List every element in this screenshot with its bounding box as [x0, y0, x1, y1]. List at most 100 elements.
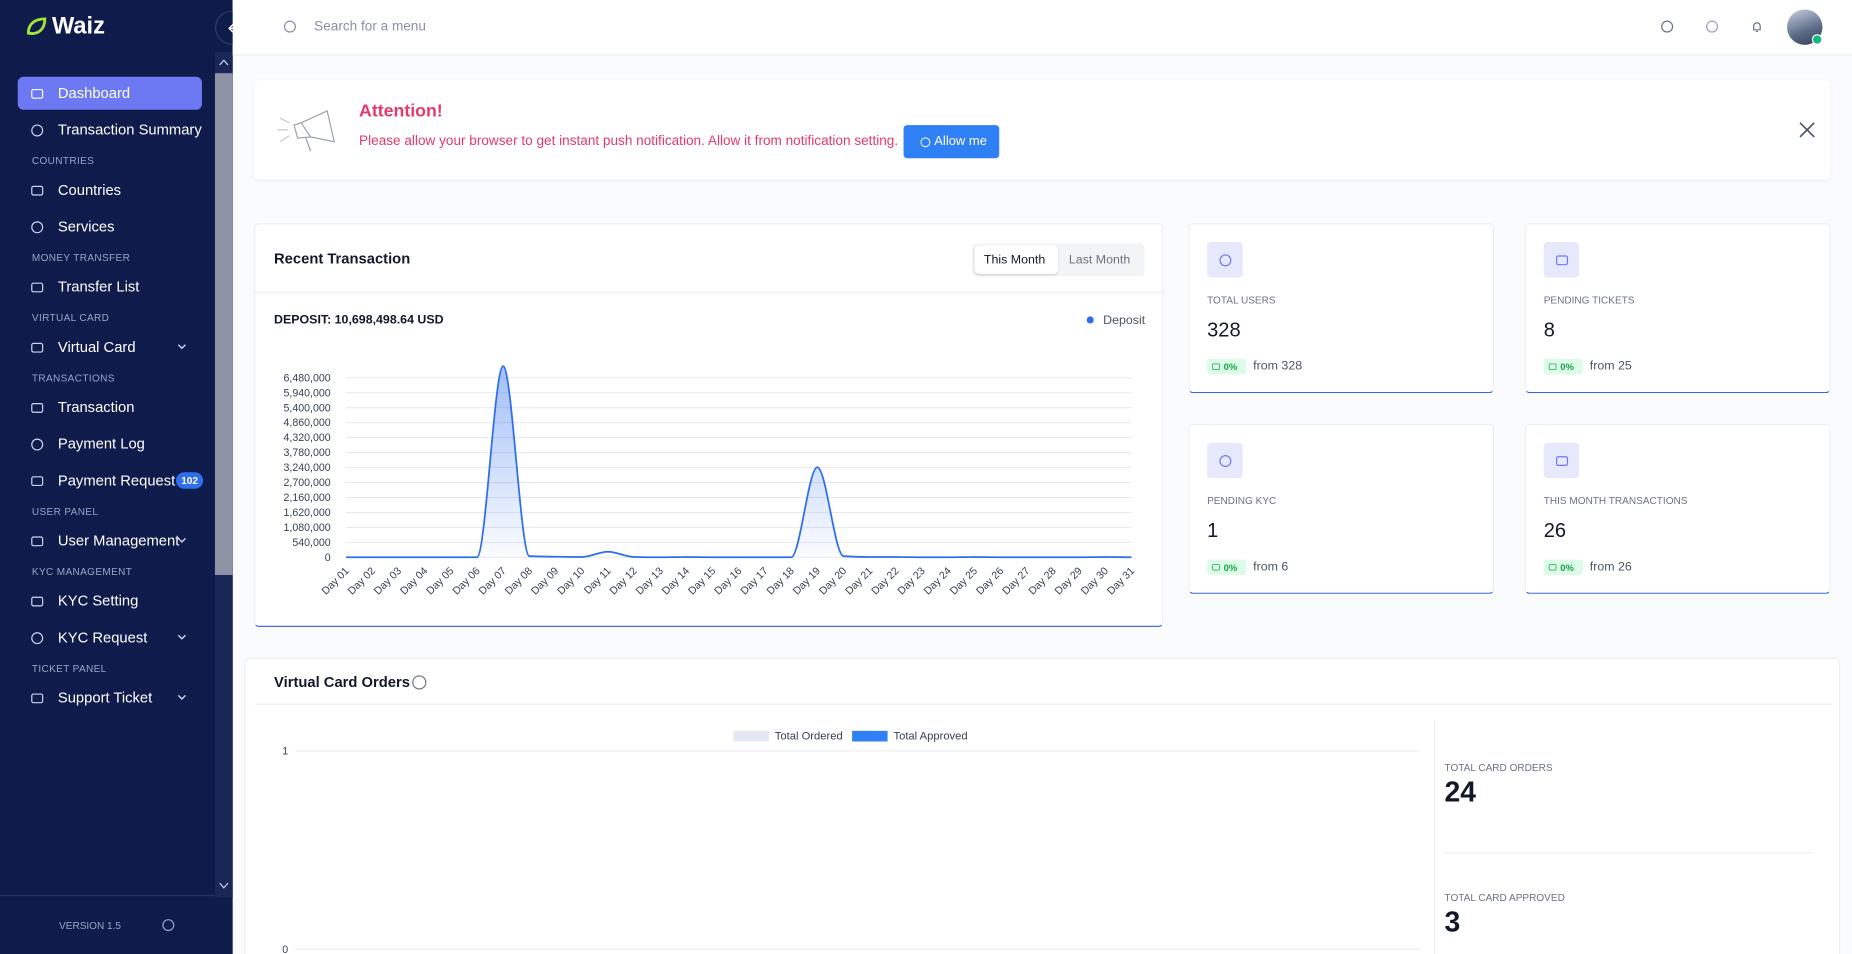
icon — [30, 342, 43, 353]
stat-from: from 25 — [1589, 358, 1632, 374]
stat-change-badge: 0% — [1207, 358, 1247, 375]
menu-item[interactable]: Support Ticket — [57, 689, 153, 707]
menu-item[interactable]: User Management — [57, 532, 180, 550]
icon — [1218, 253, 1231, 266]
icon-shape — [30, 88, 43, 99]
total-value: 3 — [1444, 906, 1461, 939]
menu-item[interactable]: Transaction — [57, 399, 135, 416]
stat-change-badge: 0% — [1543, 358, 1583, 375]
menu-item[interactable]: Payment Request — [57, 472, 176, 489]
menu-item[interactable]: Countries — [57, 181, 122, 199]
menu-item[interactable]: Virtual Card — [57, 338, 136, 356]
menu-badge-text: 102 — [181, 474, 198, 487]
avatar-status — [1811, 34, 1823, 45]
logo-leaf — [26, 17, 47, 35]
stat-change: 0% — [1223, 361, 1238, 372]
allow-button[interactable]: Allow me — [903, 125, 1000, 159]
icon-shape — [1548, 564, 1556, 571]
icon-shape — [1555, 455, 1568, 466]
stat-icon-box — [1543, 242, 1580, 278]
icon-shape — [30, 123, 43, 136]
tab[interactable]: Last Month — [1068, 252, 1131, 267]
icon — [30, 437, 43, 450]
alert-card: Attention! Please allow your browser to g… — [253, 80, 1831, 180]
stat-label: TOTAL USERS — [1207, 293, 1276, 306]
megaphone-rays — [277, 117, 290, 143]
icon-shape — [1211, 363, 1220, 370]
scroll-up — [219, 59, 229, 66]
icon — [30, 402, 43, 413]
menu-item[interactable]: KYC Setting — [57, 592, 139, 610]
total-label: TOTAL CARD APPROVED — [1444, 891, 1565, 904]
stat-value: 26 — [1543, 519, 1567, 542]
icon — [30, 281, 43, 292]
icon — [1211, 363, 1220, 370]
icon-shape — [30, 281, 43, 292]
icon — [1660, 19, 1673, 32]
menu-item[interactable]: KYC Request — [57, 629, 148, 646]
chevron — [177, 344, 186, 350]
card-title: Virtual Card Orders — [274, 674, 410, 691]
icon-shape — [30, 535, 43, 546]
icon — [30, 88, 43, 99]
menu-item[interactable]: Dashboard — [57, 85, 131, 102]
icon-shape — [30, 185, 43, 196]
stat-value: 8 — [1543, 318, 1555, 342]
stat-label: PENDING TICKETS — [1543, 293, 1635, 306]
stat-card: PENDING TICKETS 8 0% from 25 — [1524, 223, 1831, 394]
tab[interactable]: This Month — [983, 252, 1046, 267]
stat-from: from 26 — [1589, 559, 1632, 574]
menu-chevron — [177, 344, 186, 350]
stat-label: THIS MONTH TRANSACTIONS — [1543, 494, 1688, 507]
search-input[interactable]: Search for a menu — [314, 20, 426, 35]
version: VERSION 1.5 — [59, 919, 121, 932]
icon — [30, 475, 43, 486]
icon — [1548, 564, 1556, 571]
stat-card: PENDING KYC 1 0% from 6 — [1188, 423, 1495, 594]
alert-message: Please allow your browser to get instant… — [359, 134, 899, 149]
icon — [161, 918, 174, 931]
scroll-thumb — [214, 73, 233, 576]
megaphone — [277, 110, 336, 152]
megaphone-body — [293, 110, 336, 152]
total-value: 24 — [1444, 776, 1477, 809]
icon — [30, 185, 43, 196]
icon-shape — [919, 136, 930, 147]
chevron — [177, 694, 186, 700]
menu-item[interactable]: Transaction Summary — [57, 121, 202, 139]
stat-label: PENDING KYC — [1207, 494, 1277, 507]
logo-mark — [26, 17, 47, 35]
menu-badge: 102 — [175, 472, 204, 489]
stat-icon-box — [1207, 442, 1243, 479]
icon — [30, 596, 43, 606]
icon — [1218, 454, 1231, 467]
help-icon — [412, 675, 427, 690]
recent-transaction-card: Recent Transaction This Month Last Month DE… — [253, 223, 1165, 627]
icon-shape — [30, 342, 43, 353]
stat-change: 0% — [1560, 361, 1574, 372]
icon — [919, 136, 930, 147]
alert-title: Attention! — [359, 100, 443, 122]
menu-item[interactable]: Payment Log — [57, 435, 145, 453]
menu-section-title: TRANSACTIONS — [31, 371, 115, 384]
stat-value: 328 — [1207, 318, 1241, 342]
deposit-total: DEPOSIT: 10,698,498.64 USD — [274, 312, 444, 328]
stat-change-badge: 0% — [1543, 559, 1583, 576]
icon — [30, 123, 43, 136]
icon-shape — [283, 19, 296, 32]
icon-shape — [1218, 253, 1231, 266]
scroll-down — [219, 882, 229, 889]
icon-shape — [1660, 19, 1673, 32]
allow-button-text: Allow me — [934, 134, 987, 149]
icon-shape — [30, 475, 43, 486]
menu-section-title: TICKET PANEL — [31, 662, 107, 675]
stat-from: from 328 — [1253, 358, 1303, 374]
stat-change: 0% — [1223, 562, 1238, 573]
close-button[interactable] — [1799, 122, 1816, 139]
icon-shape — [30, 596, 43, 606]
stat-icon-box — [1207, 242, 1243, 278]
tabs: This Month Last Month — [972, 243, 1145, 277]
icon-shape — [1705, 19, 1718, 32]
menu-item[interactable]: Transfer List — [57, 278, 140, 296]
menu-item[interactable]: Services — [57, 218, 115, 235]
